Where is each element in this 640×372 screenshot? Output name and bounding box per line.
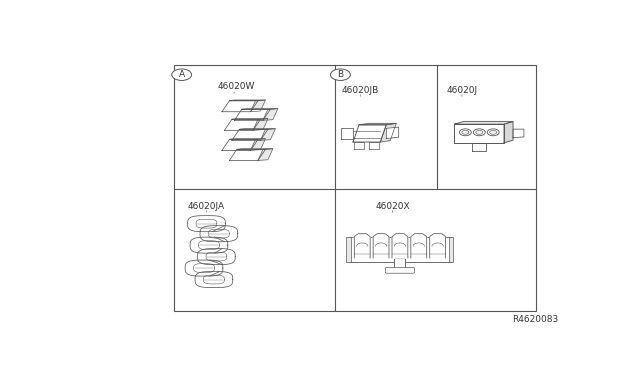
Polygon shape: [454, 124, 504, 143]
Polygon shape: [472, 143, 486, 151]
Polygon shape: [190, 237, 228, 253]
Polygon shape: [258, 149, 273, 160]
Polygon shape: [353, 125, 387, 142]
Circle shape: [476, 130, 483, 134]
Polygon shape: [188, 216, 225, 232]
Polygon shape: [355, 142, 364, 149]
Polygon shape: [513, 129, 524, 138]
Bar: [346, 237, 351, 262]
Polygon shape: [263, 109, 278, 120]
Polygon shape: [200, 226, 237, 242]
Polygon shape: [229, 100, 266, 101]
Polygon shape: [229, 139, 266, 140]
Polygon shape: [359, 124, 396, 125]
Polygon shape: [373, 234, 389, 258]
Bar: [449, 237, 454, 262]
Circle shape: [172, 69, 191, 80]
Text: 46020X: 46020X: [375, 202, 410, 211]
Polygon shape: [340, 128, 353, 139]
Polygon shape: [429, 234, 445, 258]
Circle shape: [474, 129, 485, 136]
Polygon shape: [392, 234, 408, 258]
Polygon shape: [380, 124, 396, 142]
Polygon shape: [185, 260, 223, 276]
Polygon shape: [229, 150, 266, 160]
Polygon shape: [250, 100, 266, 112]
Polygon shape: [232, 129, 268, 140]
Polygon shape: [387, 127, 399, 139]
Circle shape: [460, 129, 471, 136]
Circle shape: [490, 130, 497, 134]
Circle shape: [487, 129, 499, 136]
Text: R4620083: R4620083: [513, 315, 559, 324]
FancyBboxPatch shape: [385, 267, 415, 273]
Text: 46020JA: 46020JA: [188, 202, 225, 211]
Polygon shape: [250, 139, 266, 150]
Bar: [349, 237, 451, 262]
Polygon shape: [222, 140, 258, 150]
Polygon shape: [369, 142, 379, 149]
Polygon shape: [225, 119, 260, 130]
Polygon shape: [234, 109, 270, 120]
Polygon shape: [253, 119, 268, 130]
Text: B: B: [337, 70, 344, 79]
Polygon shape: [237, 149, 273, 150]
Bar: [174, 65, 536, 311]
Polygon shape: [198, 248, 236, 264]
Polygon shape: [411, 234, 427, 258]
Bar: [394, 258, 405, 272]
Text: 46020JB: 46020JB: [342, 86, 379, 95]
Polygon shape: [260, 129, 275, 140]
Polygon shape: [222, 101, 258, 112]
Polygon shape: [355, 234, 370, 258]
Polygon shape: [454, 122, 513, 124]
Circle shape: [462, 130, 469, 134]
Polygon shape: [504, 122, 513, 143]
Circle shape: [330, 69, 350, 80]
Text: 46020W: 46020W: [218, 82, 255, 91]
Polygon shape: [195, 272, 233, 288]
Text: A: A: [179, 70, 185, 79]
Text: 46020J: 46020J: [446, 86, 477, 95]
